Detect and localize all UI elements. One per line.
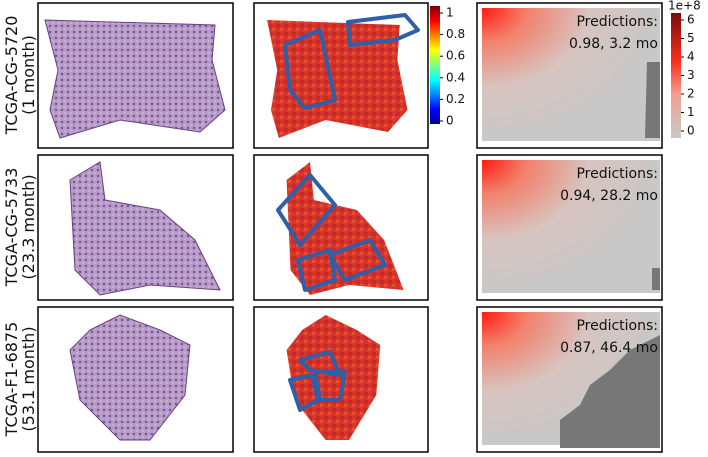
colorbar-tick-label: 2 bbox=[687, 87, 695, 101]
region-outline bbox=[298, 350, 342, 377]
risk-heatmap bbox=[482, 160, 660, 293]
colorbar-tick-label: 1 bbox=[687, 105, 695, 119]
risk-heatmap bbox=[482, 8, 660, 141]
colorbar-exponent: 1e+8 bbox=[668, 0, 701, 13]
prediction-title: Predictions: bbox=[576, 166, 658, 182]
low-risk-region bbox=[645, 62, 660, 138]
prediction-title: Predictions: bbox=[576, 318, 658, 334]
prediction-value: 0.98, 3.2 mo bbox=[569, 36, 658, 52]
colorbar-tick-label: 5 bbox=[687, 31, 695, 45]
survival-time: (1 month) bbox=[19, 35, 38, 115]
low-risk-region bbox=[560, 335, 660, 448]
colorbar-tick-label: 4 bbox=[687, 50, 695, 64]
attention-map bbox=[267, 20, 408, 138]
region-outline bbox=[276, 173, 337, 247]
tissue-slide bbox=[69, 161, 221, 296]
prediction-title: Predictions: bbox=[576, 14, 658, 30]
prediction-value: 0.87, 46.4 mo bbox=[560, 340, 658, 356]
survival-time: (23.3 month) bbox=[19, 174, 38, 279]
region-outline bbox=[346, 13, 420, 47]
colorbar-tick-label: 6 bbox=[687, 13, 695, 27]
colorbar-tick-label: 0 bbox=[446, 114, 454, 128]
colorbar bbox=[430, 6, 440, 124]
colorbar-tick-label: 0.6 bbox=[446, 49, 465, 63]
colorbar-tick-label: 3 bbox=[687, 68, 695, 82]
region-outline bbox=[328, 238, 387, 282]
colorbar-tick-label: 0.2 bbox=[446, 92, 465, 106]
survival-time: (53.1 month) bbox=[19, 326, 38, 431]
row: TCGA-CG-5733(23.3 month) Predictions: 0.94… bbox=[2, 154, 663, 301]
colorbar-tick-label: 0 bbox=[687, 124, 695, 138]
region-outline bbox=[313, 370, 347, 402]
tissue-slide bbox=[44, 19, 226, 139]
low-risk-region bbox=[652, 268, 660, 290]
attention-map bbox=[286, 315, 381, 440]
tissue-slide bbox=[69, 314, 191, 441]
case-id: TCGA-CG-5720 bbox=[2, 16, 21, 136]
colorbar bbox=[671, 13, 681, 138]
row: TCGA-CG-5720(1 month) Predictions: 0.98, 3… bbox=[2, 2, 663, 149]
prediction-value: 0.94, 28.2 mo bbox=[560, 188, 658, 204]
case-id: TCGA-CG-5733 bbox=[2, 168, 21, 288]
region-outline bbox=[283, 28, 337, 110]
colorbar-tick-label: 0.4 bbox=[446, 70, 465, 84]
region-outline bbox=[296, 248, 337, 292]
case-id: TCGA-F1-6875 bbox=[2, 322, 21, 438]
colorbar-tick-label: 0.8 bbox=[446, 27, 465, 41]
attention-map bbox=[286, 162, 404, 295]
row: TCGA-F1-6875(53.1 month) Predictions: 0.87… bbox=[2, 306, 663, 453]
colorbar-tick-label: 1 bbox=[446, 6, 454, 20]
